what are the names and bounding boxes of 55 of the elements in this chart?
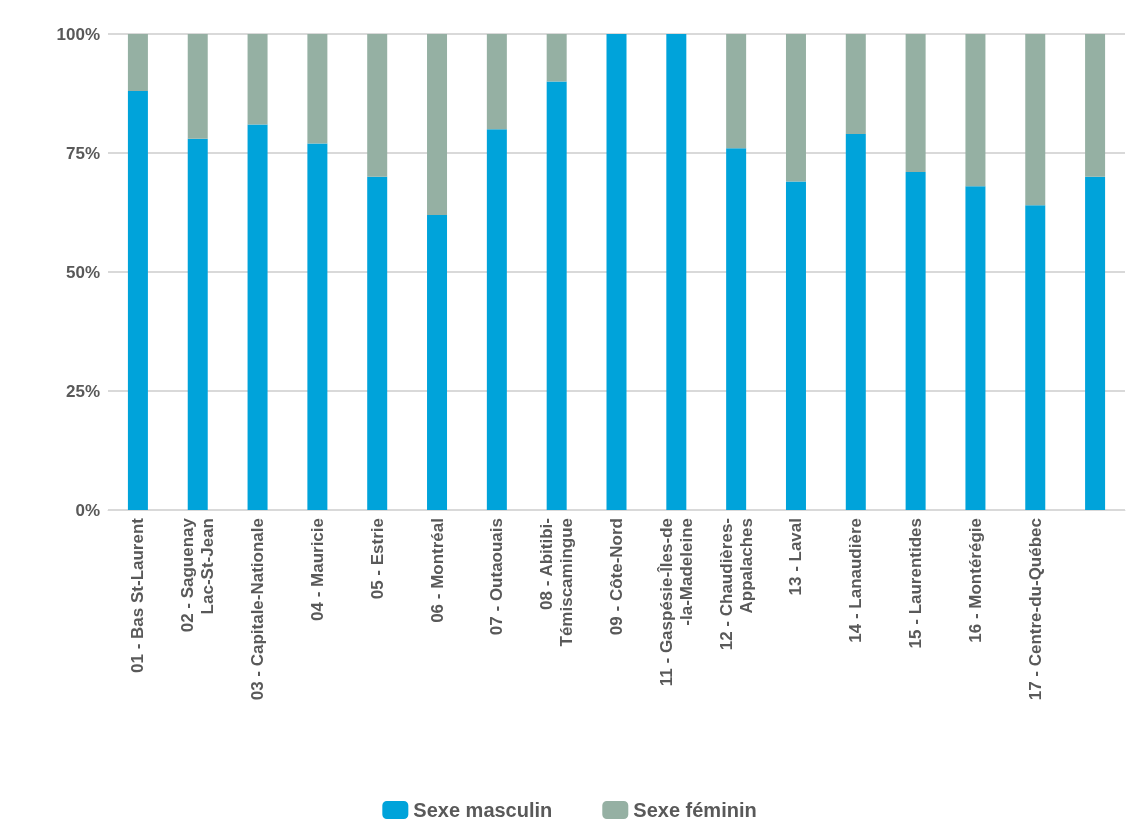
- legend-label: Sexe masculin: [413, 799, 553, 821]
- bar: [127, 91, 148, 510]
- x-tick-label: 05 - Estrie: [367, 518, 387, 600]
- x-tick-label: 17 - Centre-du-Québec: [1025, 518, 1045, 701]
- bar: [247, 124, 268, 510]
- bar: [367, 34, 388, 177]
- bar: [427, 34, 448, 215]
- bar: [726, 34, 747, 149]
- bar: [845, 133, 866, 510]
- bar: [187, 138, 208, 510]
- y-tick-label: 25%: [65, 381, 100, 401]
- bar: [905, 172, 926, 510]
- x-tick-label: 16 - Montérégie: [965, 518, 985, 643]
- bar: [486, 34, 507, 130]
- x-tick-label: 07 - Outaouais: [487, 518, 507, 636]
- bar: [247, 34, 268, 125]
- x-tick-label: 08 - Abitibi- Témiscamingue: [537, 518, 577, 647]
- bar: [666, 34, 687, 510]
- y-tick-label: 0%: [75, 500, 100, 520]
- legend-label: Sexe féminin: [633, 799, 757, 821]
- bar: [1085, 34, 1106, 177]
- y-tick-label: 75%: [65, 143, 100, 163]
- bar: [606, 34, 627, 510]
- bar: [1025, 205, 1046, 510]
- x-tick-label: 09 - Côte-Nord: [607, 518, 626, 636]
- bar: [965, 186, 986, 510]
- bar: [1025, 34, 1046, 206]
- x-tick-label: 02 - Saguenay Lac-St-Jean: [178, 517, 218, 633]
- bar: [726, 148, 747, 510]
- bar: [546, 81, 567, 510]
- bar: [845, 34, 866, 134]
- x-tick-label: 14 - Lanaudière: [846, 518, 866, 643]
- bar: [785, 34, 806, 182]
- bar: [427, 214, 448, 510]
- x-tick-label: 03 - Capitale-Nationale: [248, 518, 268, 701]
- bar: [905, 34, 926, 173]
- bar: [367, 176, 388, 510]
- x-tick-label: 01 - Bas St-Laurent: [128, 517, 148, 673]
- bar: [307, 34, 328, 144]
- bar: [187, 34, 208, 139]
- bar: [127, 34, 148, 92]
- x-tick-label: 15 - Laurentides: [906, 518, 926, 649]
- bar: [1085, 176, 1106, 510]
- y-tick-label: 100%: [56, 24, 100, 44]
- x-tick-label: 13 - Laval: [786, 518, 806, 596]
- bar: [486, 129, 507, 510]
- bar: [785, 181, 806, 510]
- bar: [307, 143, 328, 510]
- bar: [965, 34, 986, 187]
- x-tick-label: 04 - Mauricie: [307, 518, 327, 621]
- bar: [546, 34, 567, 82]
- x-tick-label: 06 - Montréal: [427, 518, 447, 623]
- x-tick-label: 12 - Chaudières- Appalaches: [716, 518, 756, 651]
- y-tick-label: 50%: [65, 262, 100, 282]
- x-tick-label: 11 - Gaspésie-Îles-de -la-Madeleine: [656, 518, 696, 687]
